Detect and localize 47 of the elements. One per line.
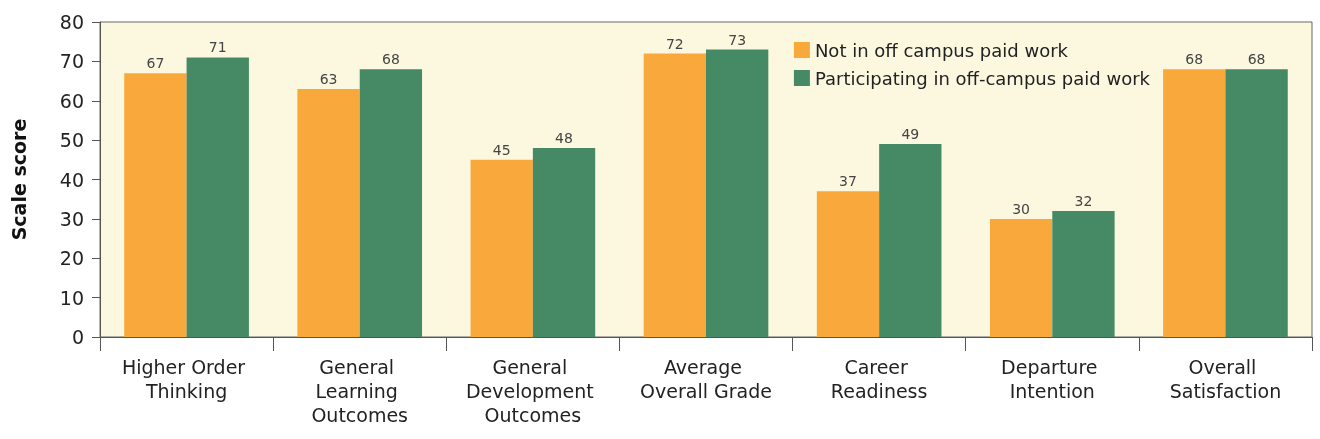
data-label: 68 [1247,51,1266,68]
bar [879,144,942,337]
bar [124,73,187,337]
data-label: 68 [1185,51,1204,68]
data-label: 63 [319,70,338,87]
bar [1163,69,1226,337]
bar [1052,211,1115,337]
data-label: 48 [555,130,573,146]
data-label: 37 [839,173,857,190]
bar [989,218,1053,337]
bar [1225,69,1288,337]
bar [532,148,596,337]
data-label: 30 [1012,200,1031,217]
data-label: 73 [728,31,747,48]
x-tick-label: General Development Outcomes [465,356,600,426]
legend-label: Participating in off-campus paid work [814,67,1151,89]
y-tick-label: 60 [59,89,84,112]
data-label: 45 [492,141,511,158]
y-tick-label: 30 [59,207,84,230]
y-tick-label: 40 [59,168,84,191]
bar [359,69,423,337]
data-label: 32 [1074,193,1093,209]
x-tick-label: Departure Intention [1001,356,1104,402]
x-tick-label: Career Readiness [830,356,928,402]
y-tick-label: 70 [59,50,84,73]
y-tick-label: 50 [59,129,84,152]
data-label: 49 [901,126,920,143]
bar [816,191,880,337]
data-label: 72 [665,35,684,52]
y-axis-title: Scale score [7,118,30,241]
bar [470,159,533,337]
data-label: 68 [381,51,400,68]
bar [186,57,249,337]
x-tick-label: Higher Order Thinking [121,356,252,402]
data-label: 71 [208,39,227,56]
y-tick-label: 20 [59,247,84,270]
y-tick-label: 10 [59,286,84,309]
y-tick-label: 80 [59,11,84,33]
legend-label: Not in off campus paid work [814,39,1069,61]
bar [706,49,769,337]
x-tick-label: Average Overall Grade [640,356,772,402]
bar [643,53,706,337]
x-tick-label: Overall Satisfaction [1169,356,1282,402]
x-tick-label: General Learning Outcomes [311,356,409,426]
bar [297,88,360,337]
y-tick-label: 0 [71,326,84,348]
data-label: 67 [146,55,165,72]
